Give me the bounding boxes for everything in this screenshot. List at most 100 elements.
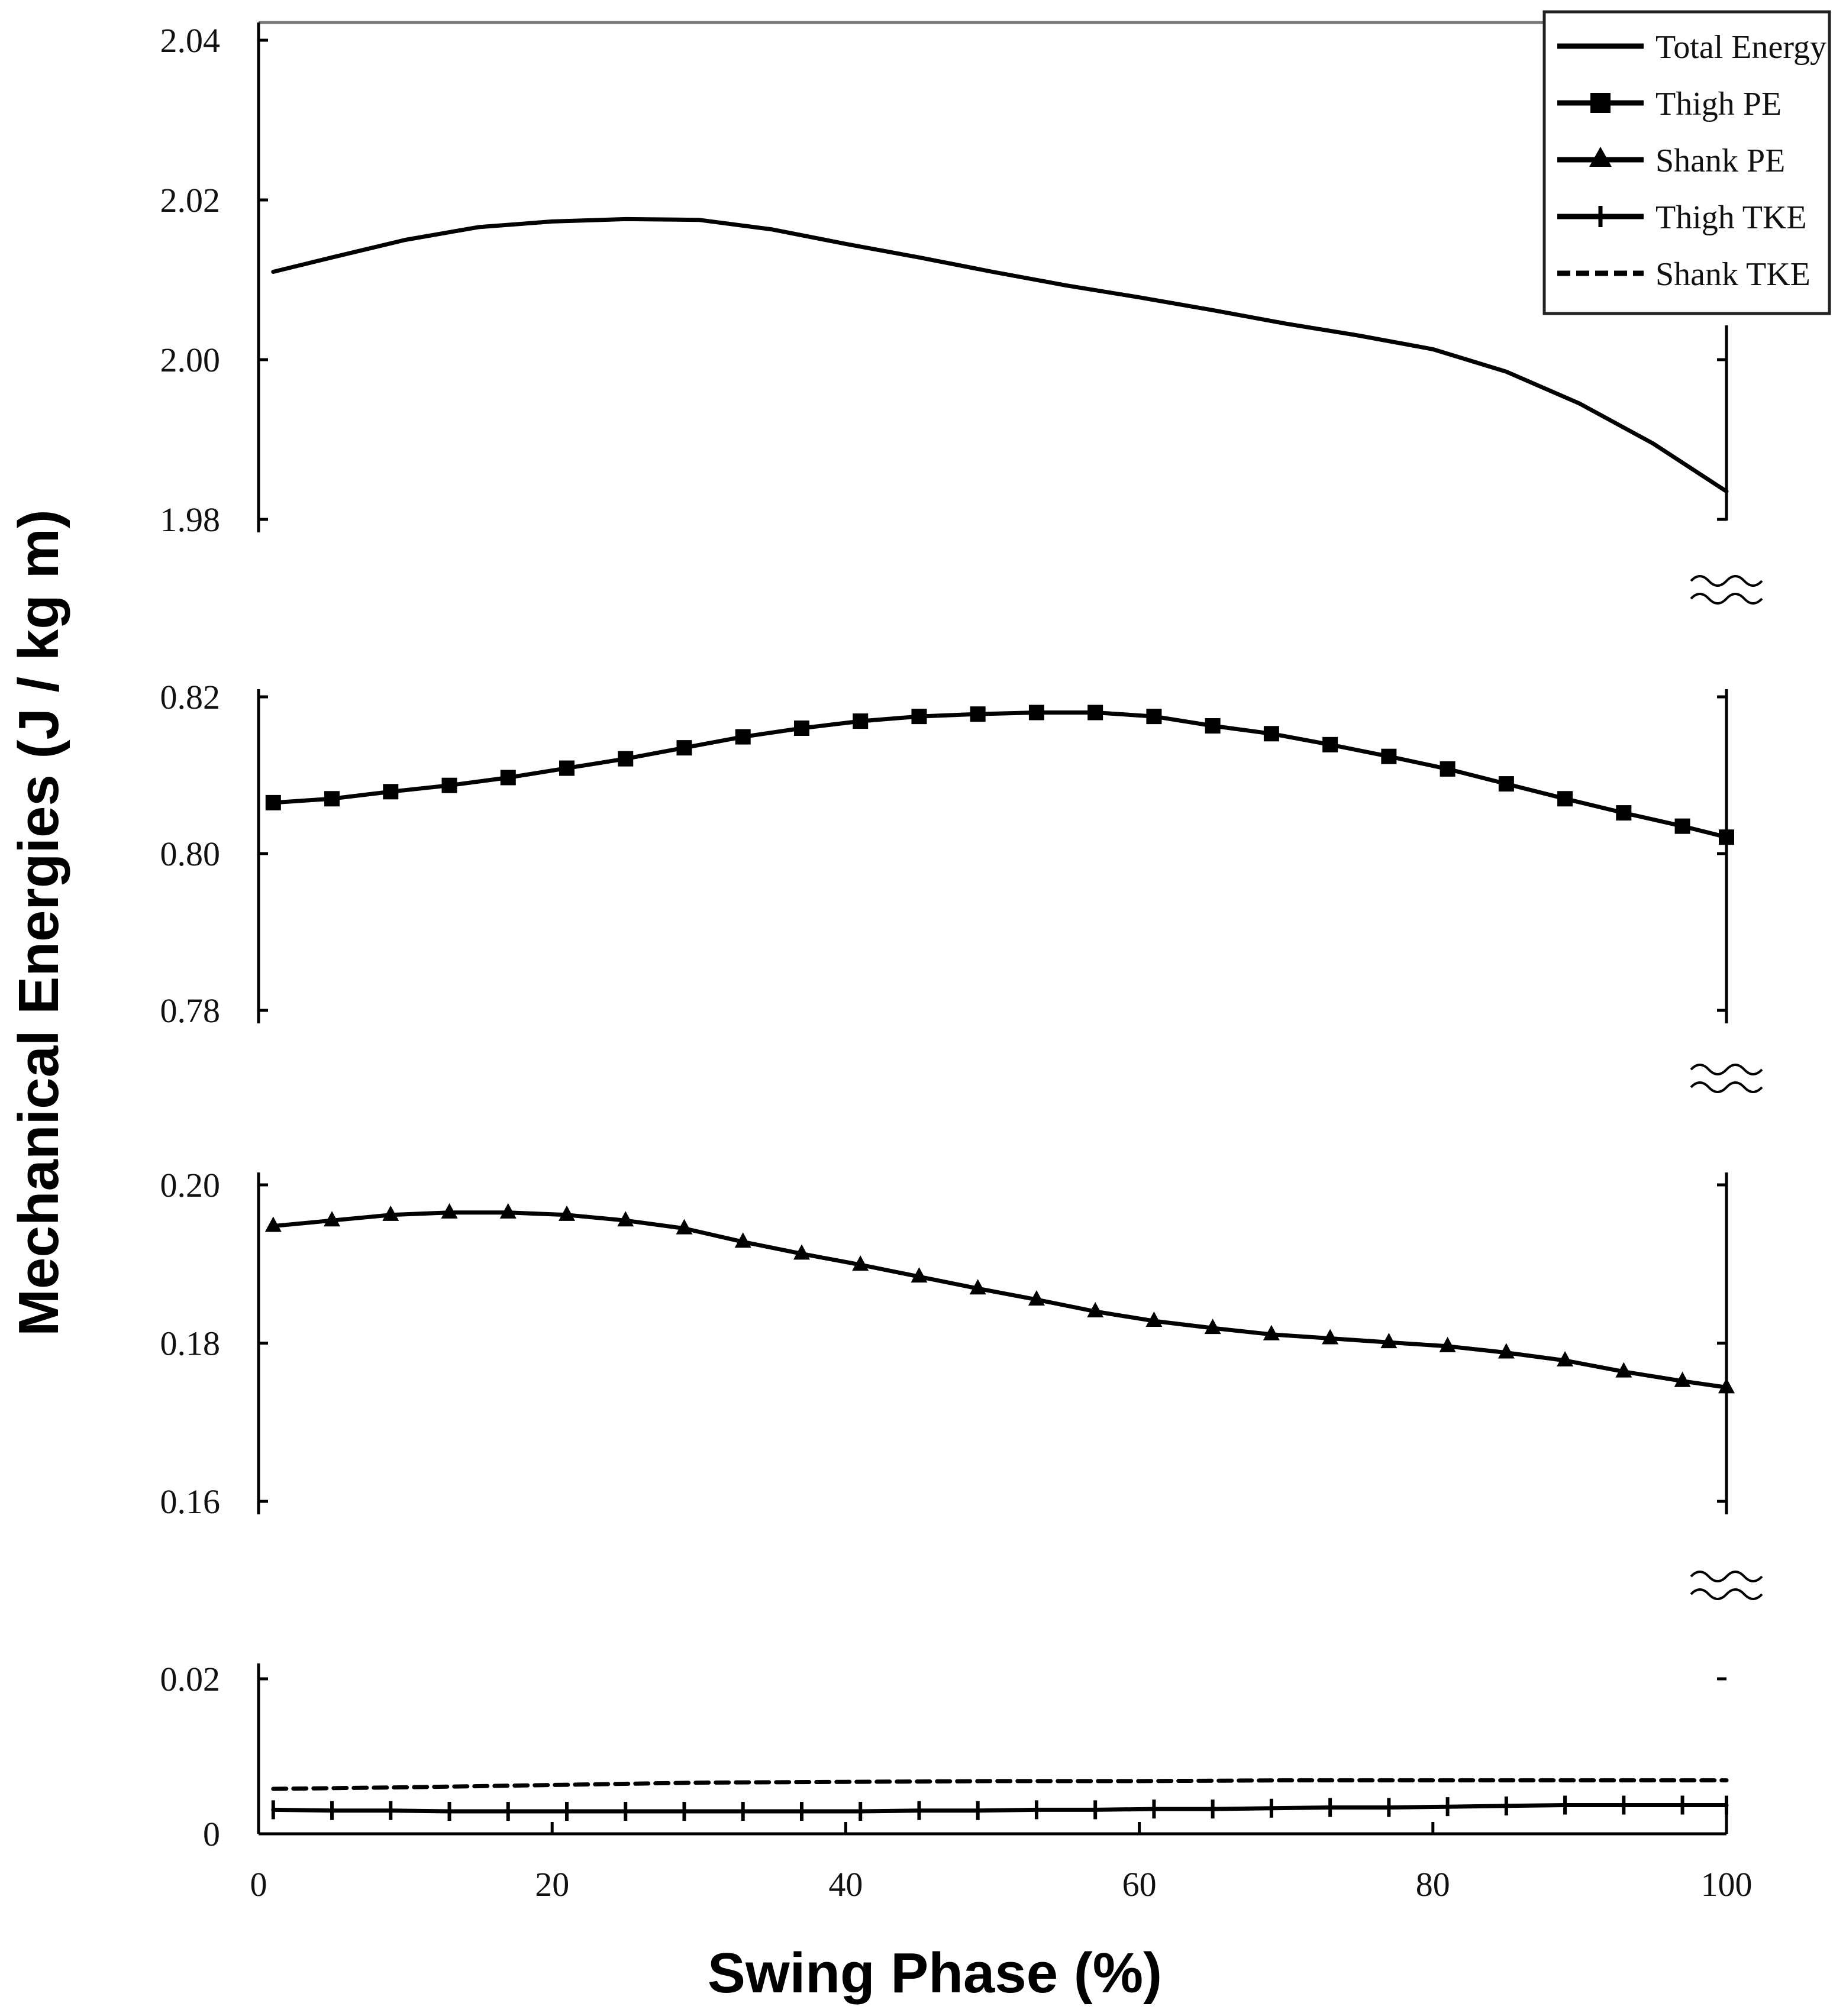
- series-total-energy: [271, 217, 1729, 494]
- legend-item: Total Energy: [1557, 29, 1826, 66]
- y-axis-title: Mechanical Energies (J / kg m): [7, 509, 70, 1336]
- data-point-square: [1719, 829, 1734, 845]
- data-point-triangle: [499, 1203, 517, 1219]
- legend-marker-square: [1590, 93, 1611, 113]
- data-point-triangle: [1204, 1319, 1221, 1335]
- y-tick-label: 0.18: [160, 1324, 221, 1363]
- data-point-square: [1263, 726, 1279, 742]
- data-point-square: [559, 760, 575, 776]
- data-point-triangle: [1498, 1343, 1515, 1359]
- legend: Total Energy Thigh PE Shank PE Thigh TKE Sha…: [1542, 10, 1831, 315]
- data-point-square: [265, 794, 281, 810]
- y-tick-label: 0.78: [160, 991, 221, 1030]
- data-point-square: [793, 721, 809, 736]
- data-point-square: [853, 713, 869, 729]
- data-point-triangle: [969, 1279, 986, 1295]
- data-point-triangle: [852, 1255, 869, 1271]
- data-point-square: [1498, 776, 1514, 792]
- y-tick-label: 2.02: [160, 181, 221, 219]
- data-point-triangle: [911, 1267, 928, 1283]
- legend-label: Total Energy: [1655, 29, 1826, 66]
- x-tick-label: 0: [250, 1865, 267, 1904]
- legend-label: Shank PE: [1655, 143, 1785, 179]
- data-point-square: [1674, 818, 1690, 834]
- data-point-square: [1322, 736, 1338, 752]
- panel-thigh-pe: [257, 689, 1728, 1023]
- data-point-triangle: [1439, 1336, 1456, 1352]
- data-point-square: [1146, 709, 1162, 725]
- data-point-triangle: [1322, 1329, 1339, 1345]
- series-line: [271, 1803, 1729, 1814]
- x-tick-label: 20: [535, 1865, 569, 1904]
- data-point-triangle: [793, 1244, 810, 1260]
- data-point-square: [1087, 705, 1103, 721]
- legend-marker-triangle: [1589, 147, 1612, 167]
- y-tick-label: 0.20: [160, 1166, 221, 1204]
- panel-total-energy: [257, 22, 1728, 532]
- data-point-triangle: [617, 1211, 634, 1227]
- data-point-square: [1205, 718, 1221, 734]
- series-thigh-tke: [271, 1795, 1729, 1821]
- y-tick-label: 0.02: [160, 1660, 221, 1698]
- data-point-triangle: [676, 1219, 693, 1235]
- data-point-triangle: [1674, 1371, 1691, 1387]
- series-line: [271, 1778, 1729, 1791]
- data-point-triangle: [559, 1205, 576, 1221]
- legend-label: Thigh PE: [1655, 86, 1782, 122]
- data-point-square: [1557, 791, 1573, 807]
- data-point-triangle: [1087, 1302, 1104, 1317]
- data-point-square: [735, 729, 751, 745]
- series-line: [271, 1210, 1729, 1390]
- axis-break-mark: [1690, 1064, 1763, 1093]
- data-point-square: [441, 777, 457, 793]
- legend-label: Shank TKE: [1655, 256, 1810, 293]
- data-point-triangle: [264, 1216, 282, 1232]
- data-point-triangle: [324, 1211, 341, 1227]
- axis-break-mark: [1690, 575, 1763, 605]
- x-axis-title: Swing Phase (%): [708, 1941, 1162, 2005]
- data-point-square: [970, 706, 986, 722]
- data-point-triangle: [1145, 1311, 1163, 1327]
- data-point-triangle: [1028, 1290, 1045, 1306]
- data-point-triangle: [1615, 1362, 1632, 1378]
- legend-item: Shank PE: [1557, 143, 1785, 179]
- data-point-triangle: [734, 1232, 751, 1248]
- data-point-triangle: [382, 1205, 399, 1221]
- data-point-triangle: [1263, 1324, 1280, 1340]
- data-point-square: [1381, 748, 1397, 764]
- y-tick-label: 1.98: [160, 500, 221, 539]
- data-point-square: [1616, 805, 1632, 821]
- legend-item: Shank TKE: [1557, 256, 1810, 293]
- data-point-square: [911, 709, 927, 725]
- x-tick-label: 80: [1416, 1865, 1450, 1904]
- series-shank-pe: [264, 1203, 1735, 1394]
- x-tick-label: 100: [1701, 1865, 1753, 1904]
- x-tick-label: 60: [1122, 1865, 1157, 1904]
- x-tick-label: 40: [828, 1865, 863, 1904]
- data-point-square: [1440, 761, 1456, 777]
- data-point-triangle: [1380, 1333, 1398, 1349]
- y-tick-label: 0.82: [160, 678, 221, 716]
- data-point-square: [324, 791, 340, 807]
- y-tick-label: 0.16: [160, 1482, 221, 1521]
- data-point-square: [500, 770, 516, 786]
- legend-item: Thigh TKE: [1557, 199, 1807, 236]
- series-thigh-pe: [265, 705, 1734, 845]
- data-point-triangle: [1718, 1378, 1735, 1394]
- data-point-square: [618, 751, 634, 767]
- axis-break-mark: [1690, 1571, 1763, 1600]
- legend-item: Thigh PE: [1557, 86, 1782, 122]
- data-point-triangle: [441, 1203, 458, 1219]
- data-point-square: [1028, 705, 1044, 721]
- series-line: [271, 217, 1729, 494]
- series-line: [271, 710, 1729, 839]
- data-point-square: [383, 784, 399, 800]
- series-shank-tke: [271, 1778, 1729, 1791]
- y-tick-label: 2.00: [160, 341, 221, 379]
- data-point-square: [676, 740, 692, 756]
- y-tick-label: 2.04: [160, 21, 221, 60]
- data-point-triangle: [1557, 1351, 1574, 1366]
- legend-label: Thigh TKE: [1655, 199, 1807, 236]
